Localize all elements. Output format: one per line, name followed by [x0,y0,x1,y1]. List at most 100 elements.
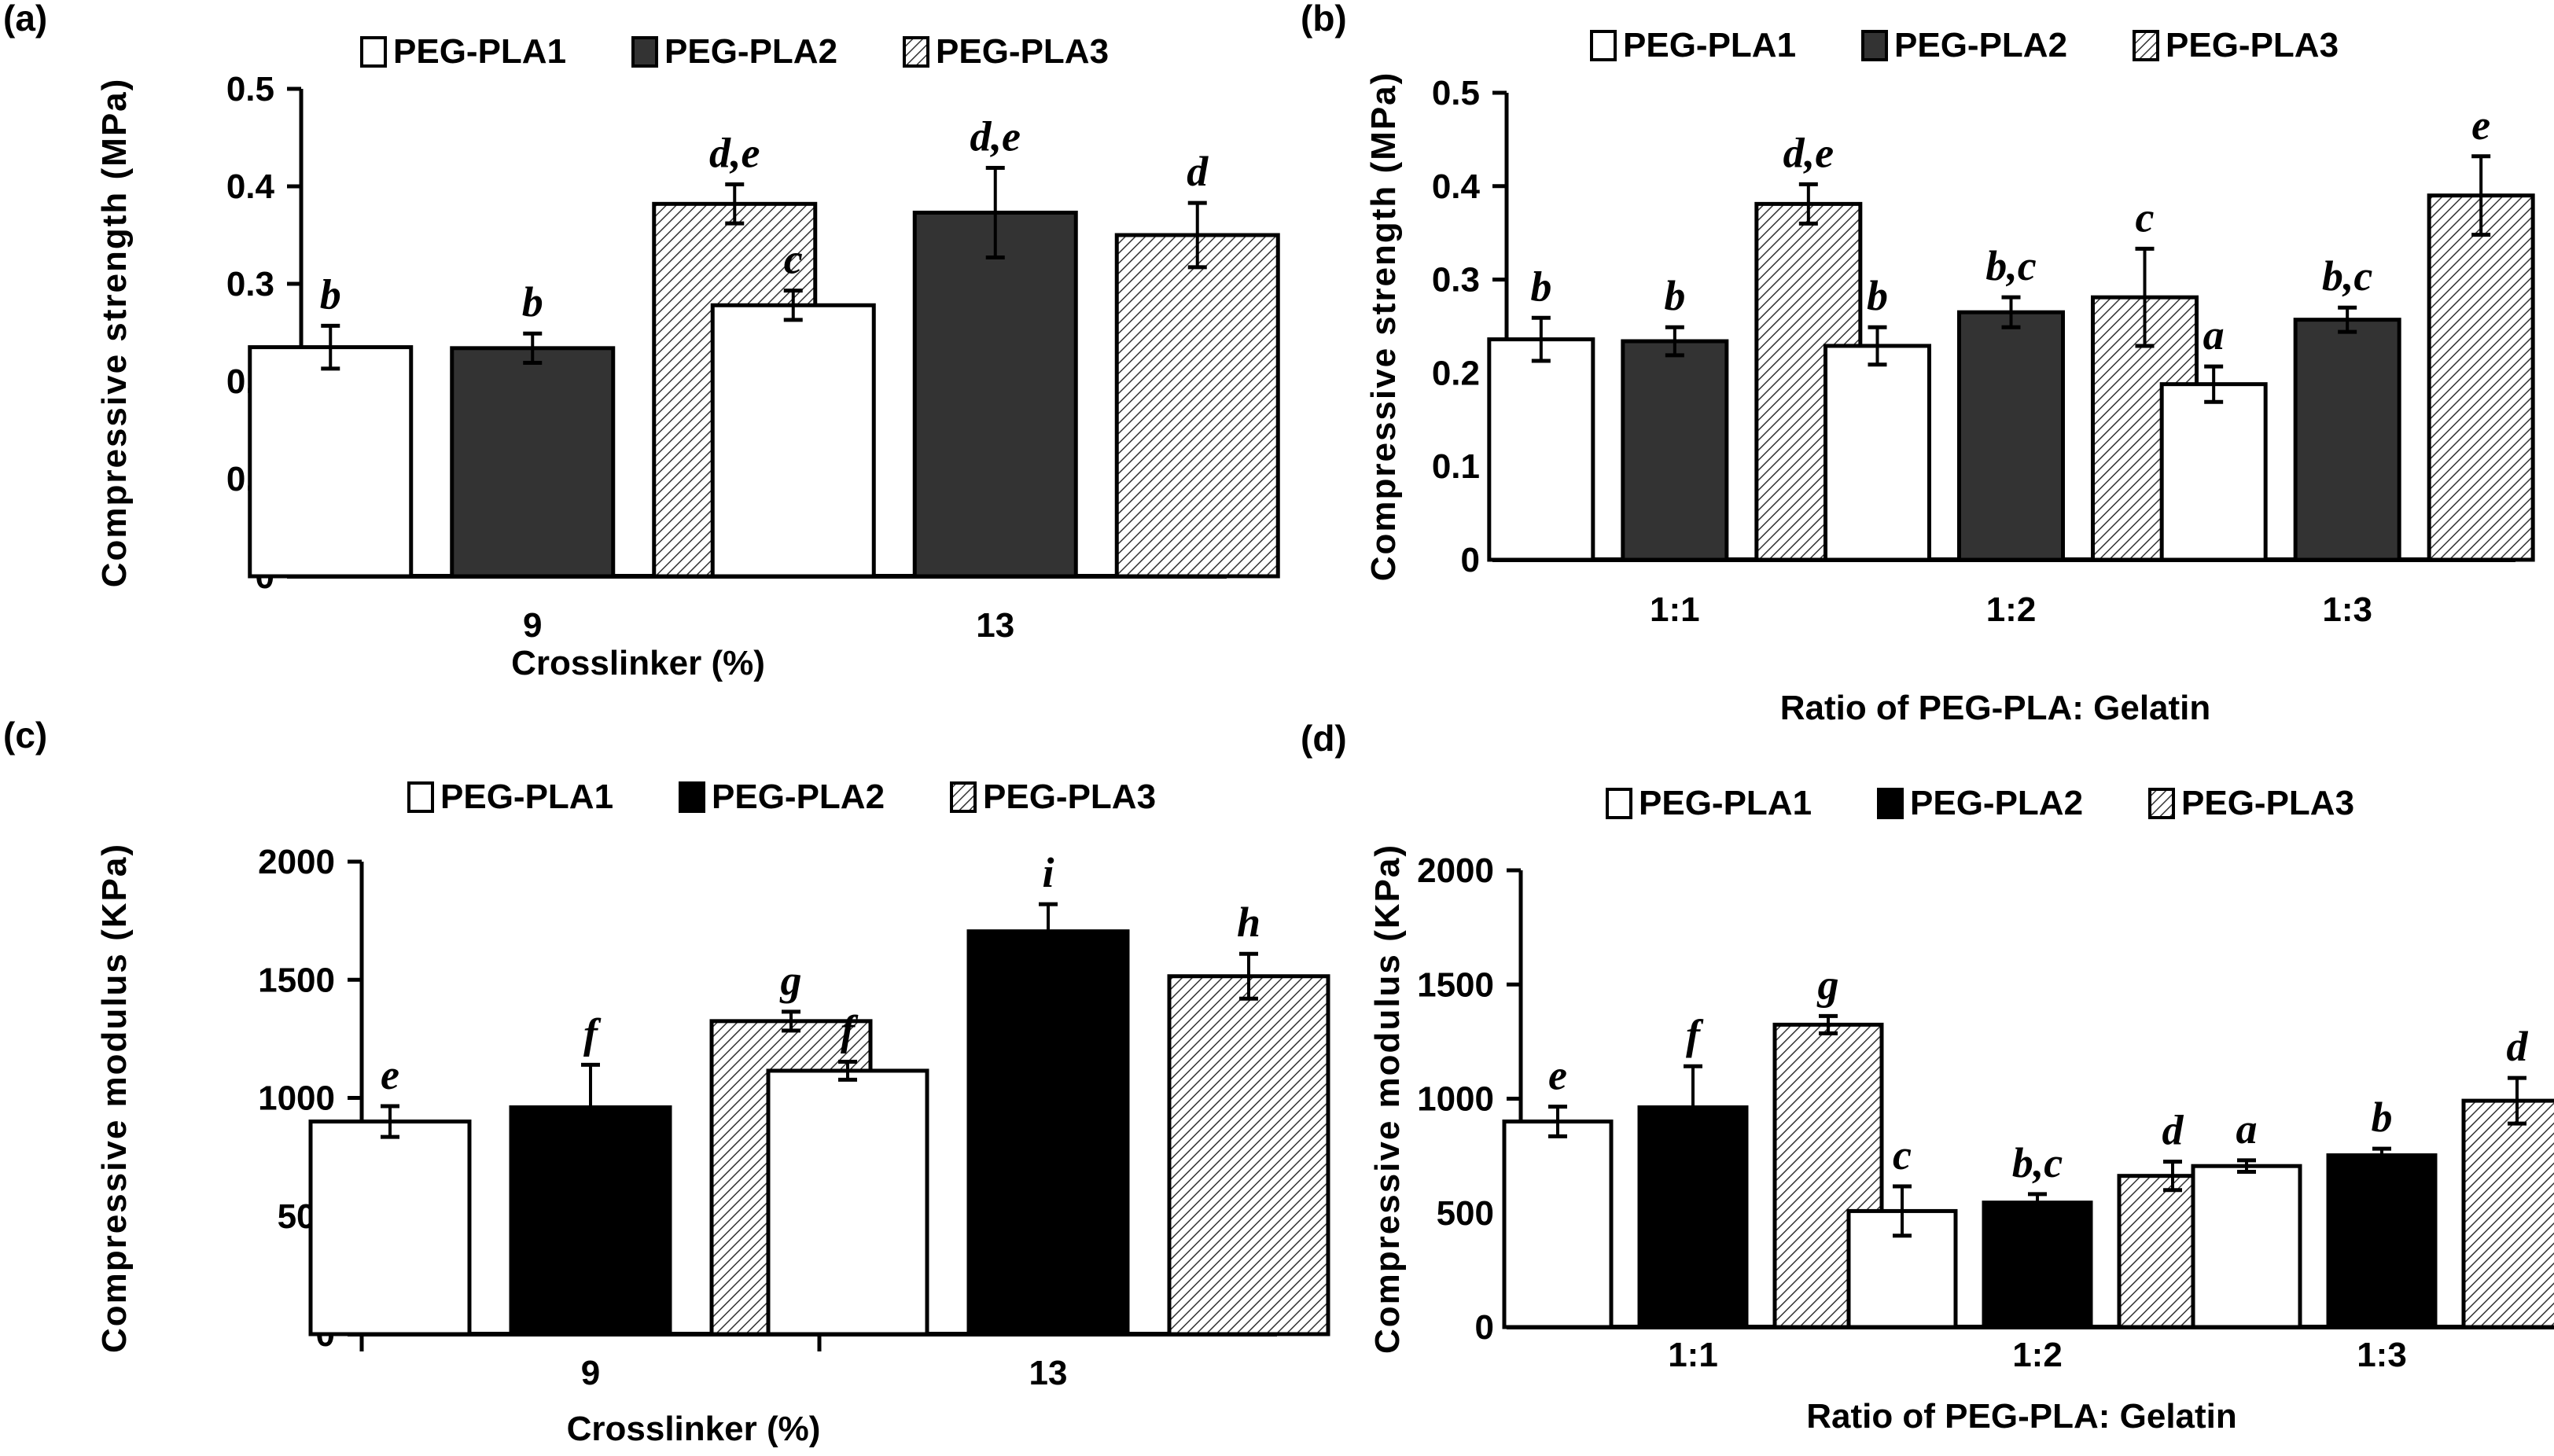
significance-letter: b [1867,272,1888,319]
x-axis-title: Crosslinker (%) [567,1410,821,1448]
x-tick-label: 1:2 [1986,590,2037,629]
x-tick-label: 1:1 [1668,1336,1718,1374]
y-tick-label: 1500 [1417,965,1494,1004]
significance-letter: b [1664,272,1685,319]
panel-b: (b) 0 0.1 0.2 0.3 0.4 0.5 Compressive strength… [1277,0,2554,728]
legend-swatch [1606,788,1632,819]
bar-peg-pla1 [308,1120,472,1337]
significance-letter: c [1893,1131,1912,1178]
significance-letter: f [841,1007,859,1054]
y-tick-label: 0.5 [226,70,274,108]
legend-label: PEG-PLA1 [1623,26,1796,64]
y-axis-title: Compressive modulus (KPa) [1368,844,1407,1354]
y-tick-label: 0.1 [1432,447,1480,486]
chart-b: 0 0.1 0.2 0.3 0.4 0.5 Compressive strength (MP… [1364,26,2535,727]
x-tick-label: 9 [581,1354,600,1392]
y-tick-label: 1500 [258,961,335,999]
legend-swatch [1861,30,1888,61]
legend-swatch [2148,788,2175,819]
bar-peg-pla3 [2461,1098,2554,1329]
bar-peg-pla2 [1621,339,1729,562]
significance-letter: d,e [970,112,1021,160]
significance-letter: i [1042,849,1054,896]
x-tick-label: 13 [1029,1354,1068,1392]
legend-label: PEG-PLA2 [664,32,837,71]
y-tick-label: 0 [1475,1308,1494,1347]
legend-swatch [360,36,387,68]
y-tick-label: 2000 [1417,851,1494,890]
bar-peg-pla2 [1982,1200,2093,1329]
legend-swatch [1590,30,1617,61]
legend-swatch [407,781,434,813]
panel-label: (c) [3,715,48,756]
bar-peg-pla2 [2293,318,2401,562]
significance-letter: d [2162,1107,2184,1154]
significance-letter: d [1187,148,1209,195]
significance-letter: g [780,957,802,1004]
bar-peg-pla2 [1957,310,2065,562]
panel-label: (a) [3,0,48,39]
legend-label: PEG-PLA2 [1894,26,2067,64]
y-tick-label: 1000 [1417,1080,1494,1119]
significance-letter: b [2372,1094,2393,1141]
bar-peg-pla3 [2427,193,2535,562]
x-tick-label: 1:3 [2357,1336,2407,1374]
panel-label: (b) [1301,0,1347,39]
legend-label: PEG-PLA3 [936,32,1109,71]
y-tick-label: 0.3 [226,265,274,303]
significance-letter: h [1237,899,1260,946]
significance-letter: e [1548,1052,1567,1099]
bar-peg-pla1 [1502,1120,1614,1329]
bar-peg-pla2 [509,1105,672,1337]
significance-letter: e [381,1051,399,1098]
significance-letter: b [522,278,543,325]
bar-peg-pla1 [2191,1164,2302,1329]
x-tick-label: 9 [523,606,542,645]
significance-letter: d,e [1783,129,1834,176]
legend-swatch [631,36,658,68]
y-axis-title: Compressive modulus (KPa) [95,843,134,1353]
bar-peg-pla3 [1167,974,1330,1337]
y-tick-label: 0.3 [1432,261,1480,300]
significance-letter: f [1686,1011,1704,1058]
bar-peg-pla1 [2159,382,2268,562]
y-tick-label: 0 [1461,541,1480,579]
chart-d: 0 500 1000 1500 2000 Compressive modulus (KPa… [1368,784,2554,1436]
legend-swatch [1877,788,1904,819]
significance-letter: g [1817,961,1839,1008]
bar-peg-pla1 [710,303,876,579]
significance-letter: a [2203,311,2225,358]
significance-letter: a [2236,1105,2258,1153]
significance-letter: b,c [2322,252,2373,300]
legend-label: PEG-PLA1 [393,32,566,71]
legend-label: PEG-PLA3 [2166,26,2339,64]
legend-swatch [950,781,977,813]
legend-swatch [2133,30,2159,61]
panel-label: (d) [1301,718,1347,759]
bar-peg-pla2 [912,210,1078,579]
significance-letter: b [1530,263,1551,310]
x-tick-label: 1:1 [1650,590,1700,629]
bar-peg-pla1 [1487,337,1595,562]
bar-peg-pla1 [766,1068,929,1337]
significance-letter: c [784,236,803,283]
legend-swatch [679,781,705,813]
legend-label: PEG-PLA1 [440,778,613,816]
significance-letter: f [583,1009,602,1057]
y-tick-label: 2000 [258,843,335,881]
legend-label: PEG-PLA3 [2181,784,2354,822]
x-axis-title: Ratio of PEG-PLA: Gelatin [1806,1397,2237,1436]
x-axis-title: Ratio of PEG-PLA: Gelatin [1780,689,2211,727]
y-tick-label: 1000 [258,1079,335,1118]
y-tick-label: 0.5 [1432,74,1480,112]
significance-letter: b,c [2012,1139,2063,1186]
panel-d: (d) 0 500 1000 1500 2000 Compressive modulus … [1277,718,2554,1456]
y-tick-label: 0.4 [226,167,275,206]
significance-letter: b,c [1985,242,2037,289]
significance-letter: b [320,270,341,318]
x-tick-label: 1:2 [2012,1336,2063,1374]
legend-label: PEG-PLA2 [1910,784,2083,822]
